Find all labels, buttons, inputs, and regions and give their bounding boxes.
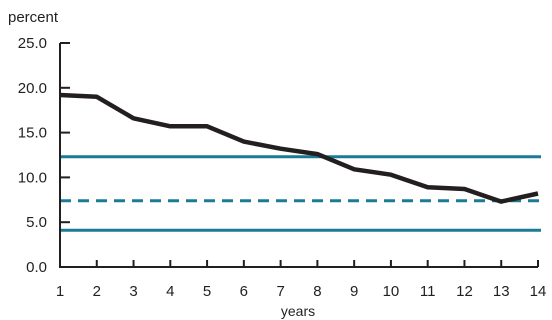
reference-lines (60, 155, 541, 232)
x-tick-label: 13 (493, 283, 510, 300)
x-tick-label: 6 (240, 283, 248, 300)
x-axis-ticks: 1 2 3 4 5 6 7 8 9 10 11 12 13 14 (56, 260, 547, 300)
y-tick-label: 20.0 (18, 80, 47, 97)
y-tick-label: 10.0 (18, 169, 47, 186)
y-tick-label: 15.0 (18, 125, 47, 142)
x-tick-label: 4 (166, 283, 174, 300)
y-tick-label: 5.0 (26, 214, 47, 231)
y-axis-unit-label: percent (8, 9, 59, 26)
x-tick-label: 2 (93, 283, 101, 300)
x-tick-label: 11 (420, 283, 436, 300)
axes (59, 43, 538, 268)
y-axis-ticks: 0.0 5.0 10.0 15.0 20.0 25.0 (18, 35, 70, 276)
y-tick-label: 25.0 (18, 35, 47, 52)
x-tick-label: 12 (456, 283, 473, 300)
series-line-1 (59, 92, 539, 204)
x-tick-label: 9 (350, 283, 358, 300)
x-tick-label: 14 (530, 283, 547, 300)
x-tick-label: 3 (129, 283, 137, 300)
x-tick-label: 1 (56, 283, 64, 300)
x-axis-label: years (281, 303, 315, 319)
y-tick-label: 0.0 (26, 259, 47, 276)
x-tick-label: 7 (276, 283, 284, 300)
data-series (59, 92, 539, 204)
x-tick-label: 8 (313, 283, 321, 300)
x-tick-label: 5 (203, 283, 211, 300)
x-tick-label: 10 (383, 283, 400, 300)
